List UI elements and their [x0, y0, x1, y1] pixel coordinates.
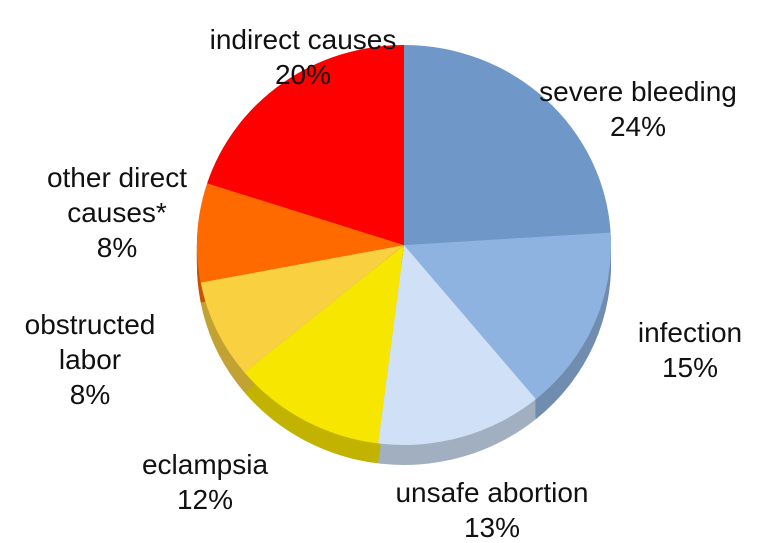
slice [404, 45, 611, 245]
category-label: obstructed labor [24, 309, 156, 375]
value-label: 20% [274, 59, 332, 90]
slice-label: other direct causes* 8% [17, 160, 217, 265]
slice [196, 183, 404, 283]
slice [200, 245, 404, 373]
category-label: unsafe abortion [395, 477, 589, 508]
value-label: 15% [661, 352, 719, 383]
category-label: eclampsia [141, 449, 269, 480]
slice [404, 232, 611, 400]
value-label: 13% [463, 512, 521, 543]
slice [244, 245, 404, 444]
slice-label: infection 15% [610, 315, 763, 385]
slice [378, 245, 536, 445]
slice-label: indirect causes 20% [173, 22, 433, 92]
category-label: infection [637, 317, 743, 348]
value-label: 8% [96, 232, 138, 263]
category-label: indirect causes [209, 24, 397, 55]
value-label: 24% [609, 111, 667, 142]
value-label: 8% [69, 379, 111, 410]
slice-label: eclampsia 12% [115, 447, 295, 517]
slice-label: obstructed labor 8% [5, 307, 175, 412]
category-label: other direct causes* [46, 162, 188, 228]
slice [207, 45, 404, 245]
category-label: severe bleeding [539, 76, 737, 107]
slice-label: severe bleeding 24% [508, 74, 763, 144]
slice-label: unsafe abortion 13% [362, 475, 622, 543]
value-label: 12% [176, 484, 234, 515]
